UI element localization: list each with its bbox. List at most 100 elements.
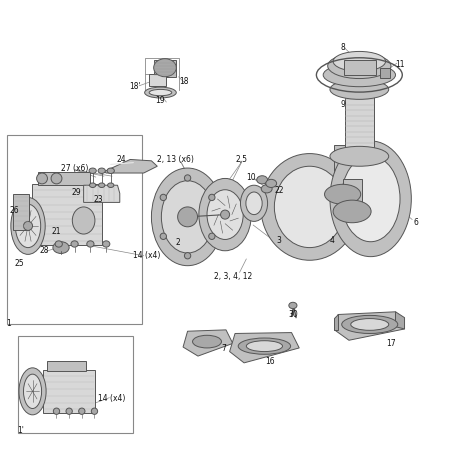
Ellipse shape (208, 195, 215, 201)
Ellipse shape (78, 408, 85, 414)
Ellipse shape (91, 408, 97, 414)
Ellipse shape (107, 169, 114, 174)
Text: 14 (x4): 14 (x4) (98, 393, 125, 402)
Ellipse shape (327, 54, 390, 79)
Ellipse shape (207, 190, 243, 240)
Text: 26: 26 (9, 205, 19, 214)
Ellipse shape (87, 241, 94, 248)
Bar (344, 90, 373, 157)
Text: 2, 13 (x6): 2, 13 (x6) (156, 154, 193, 163)
Ellipse shape (98, 184, 105, 188)
Bar (47, 361, 86, 371)
Text: 2,5: 2,5 (235, 154, 247, 163)
Text: 8: 8 (340, 43, 344, 52)
Ellipse shape (332, 201, 370, 223)
Ellipse shape (72, 207, 95, 235)
Text: 3: 3 (276, 235, 281, 244)
Ellipse shape (149, 90, 171, 97)
Ellipse shape (151, 169, 223, 266)
Ellipse shape (220, 211, 229, 220)
Ellipse shape (160, 195, 166, 201)
Text: 27 (x6): 27 (x6) (61, 163, 88, 172)
Ellipse shape (184, 175, 190, 182)
Ellipse shape (261, 185, 272, 193)
Ellipse shape (329, 147, 388, 167)
Ellipse shape (246, 341, 282, 352)
Bar (379, 69, 389, 79)
Text: 11: 11 (394, 60, 404, 69)
Text: 28: 28 (39, 246, 49, 255)
Ellipse shape (15, 205, 41, 248)
Text: 10: 10 (245, 172, 255, 181)
Text: 25: 25 (14, 258, 24, 267)
Ellipse shape (71, 241, 78, 248)
Ellipse shape (184, 253, 190, 259)
Ellipse shape (53, 242, 69, 254)
Bar (43, 370, 95, 413)
Ellipse shape (107, 184, 114, 188)
Ellipse shape (89, 184, 96, 188)
Bar (333, 146, 351, 195)
Bar (38, 172, 90, 186)
Text: 6: 6 (413, 217, 417, 226)
Text: 2, 3, 4, 12: 2, 3, 4, 12 (213, 272, 251, 281)
Polygon shape (183, 330, 232, 356)
Ellipse shape (341, 316, 397, 334)
Bar (32, 185, 101, 246)
Polygon shape (13, 195, 29, 230)
Ellipse shape (198, 179, 251, 251)
Bar (344, 61, 375, 76)
Polygon shape (83, 186, 120, 203)
Ellipse shape (66, 408, 72, 414)
Ellipse shape (208, 234, 215, 240)
Text: 4: 4 (329, 235, 334, 244)
Bar (153, 60, 176, 78)
Ellipse shape (11, 198, 45, 255)
Ellipse shape (177, 207, 197, 227)
Ellipse shape (37, 174, 47, 184)
Ellipse shape (192, 336, 221, 348)
Ellipse shape (256, 176, 267, 184)
Ellipse shape (322, 64, 395, 87)
Text: 2: 2 (175, 238, 179, 247)
Text: 7: 7 (221, 344, 226, 353)
Ellipse shape (160, 234, 166, 240)
Ellipse shape (350, 319, 388, 331)
Ellipse shape (274, 167, 344, 248)
Ellipse shape (288, 303, 296, 309)
Text: 9: 9 (340, 100, 344, 109)
Ellipse shape (102, 241, 110, 248)
Polygon shape (104, 160, 157, 174)
Text: 17: 17 (385, 338, 395, 347)
Bar (7, 135, 142, 325)
Ellipse shape (98, 169, 105, 174)
Polygon shape (395, 312, 404, 329)
Ellipse shape (260, 154, 358, 261)
Ellipse shape (329, 142, 410, 257)
Ellipse shape (238, 338, 290, 354)
Text: 18': 18' (129, 82, 140, 91)
Text: 30: 30 (287, 309, 297, 318)
Ellipse shape (324, 185, 360, 205)
Ellipse shape (89, 169, 96, 174)
Ellipse shape (329, 80, 388, 100)
Text: 29: 29 (71, 187, 81, 196)
Ellipse shape (153, 60, 176, 78)
Ellipse shape (341, 156, 399, 242)
Text: 1': 1' (17, 425, 24, 434)
Text: 16: 16 (265, 356, 275, 365)
Text: 21: 21 (51, 226, 61, 235)
Polygon shape (229, 333, 299, 363)
Ellipse shape (51, 174, 62, 184)
Ellipse shape (245, 193, 262, 215)
Ellipse shape (332, 52, 385, 72)
Text: 22: 22 (274, 186, 284, 195)
Bar (18, 336, 133, 433)
Text: 14 (x4): 14 (x4) (133, 250, 160, 259)
Ellipse shape (144, 88, 176, 99)
Ellipse shape (19, 368, 46, 415)
Bar (342, 179, 361, 212)
Polygon shape (334, 315, 337, 330)
Ellipse shape (161, 181, 213, 253)
Text: 23: 23 (93, 195, 103, 204)
